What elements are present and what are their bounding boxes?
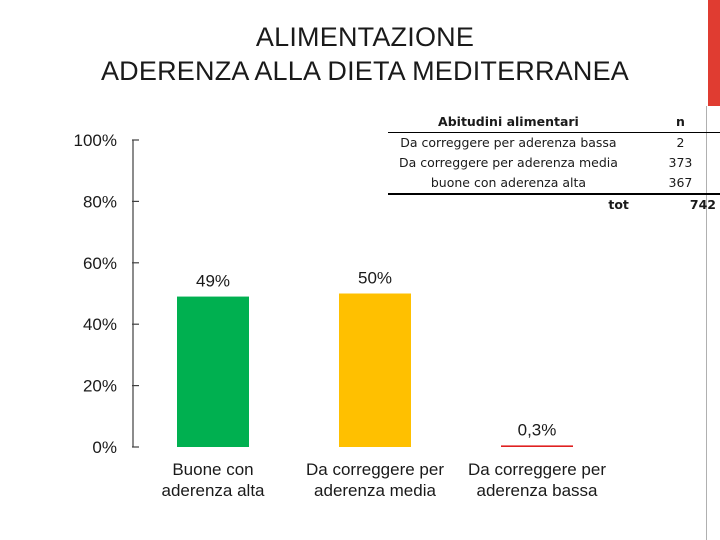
x-category-label: Da correggere per (468, 460, 606, 479)
data-label: 0,3% (518, 420, 557, 439)
y-tick-label: 60% (83, 254, 117, 273)
x-category-label: aderenza media (314, 481, 436, 500)
total-label: tot (608, 197, 629, 212)
y-tick-label: 40% (83, 315, 117, 334)
bar (339, 293, 411, 447)
x-category-label: Buone con (172, 460, 253, 479)
bar (501, 445, 573, 447)
total-row: tot 742 (388, 194, 720, 215)
table-row: Da correggere per aderenza media 373 (388, 153, 720, 173)
table-row: buone con aderenza alta 367 (388, 173, 720, 195)
accent-bar (708, 0, 720, 106)
row-label: Da correggere per aderenza bassa (400, 135, 617, 150)
summary-table: Abitudini alimentari n Da correggere per… (388, 112, 720, 215)
row-label: Da correggere per aderenza media (398, 155, 618, 170)
table-row: Da correggere per aderenza bassa 2 (388, 133, 720, 154)
divider-line (706, 106, 707, 540)
y-tick-label: 20% (83, 377, 117, 396)
y-tick-label: 80% (83, 192, 117, 211)
y-tick-label: 0% (92, 438, 117, 457)
row-label: buone con aderenza alta (388, 173, 629, 195)
slide-title-line-1: ALIMENTAZIONE (255, 22, 475, 52)
y-tick-label: 100% (74, 131, 117, 150)
x-category-label: aderenza alta (161, 481, 265, 500)
data-label: 50% (358, 269, 392, 288)
row-count: 2 (676, 135, 685, 150)
row-count: 373 (668, 155, 693, 170)
total-value: 742 (689, 197, 716, 212)
slide-title-line-2: ADERENZA ALLA DIETA MEDITERRANEA (100, 56, 630, 86)
summary-header-habits: Abitudini alimentari (388, 112, 629, 133)
bar (177, 296, 249, 447)
row-count: 367 (628, 173, 720, 195)
summary-header-n: n (628, 112, 720, 133)
x-category-label: aderenza bassa (477, 481, 599, 500)
data-label: 49% (196, 272, 230, 291)
x-category-label: Da correggere per (306, 460, 444, 479)
